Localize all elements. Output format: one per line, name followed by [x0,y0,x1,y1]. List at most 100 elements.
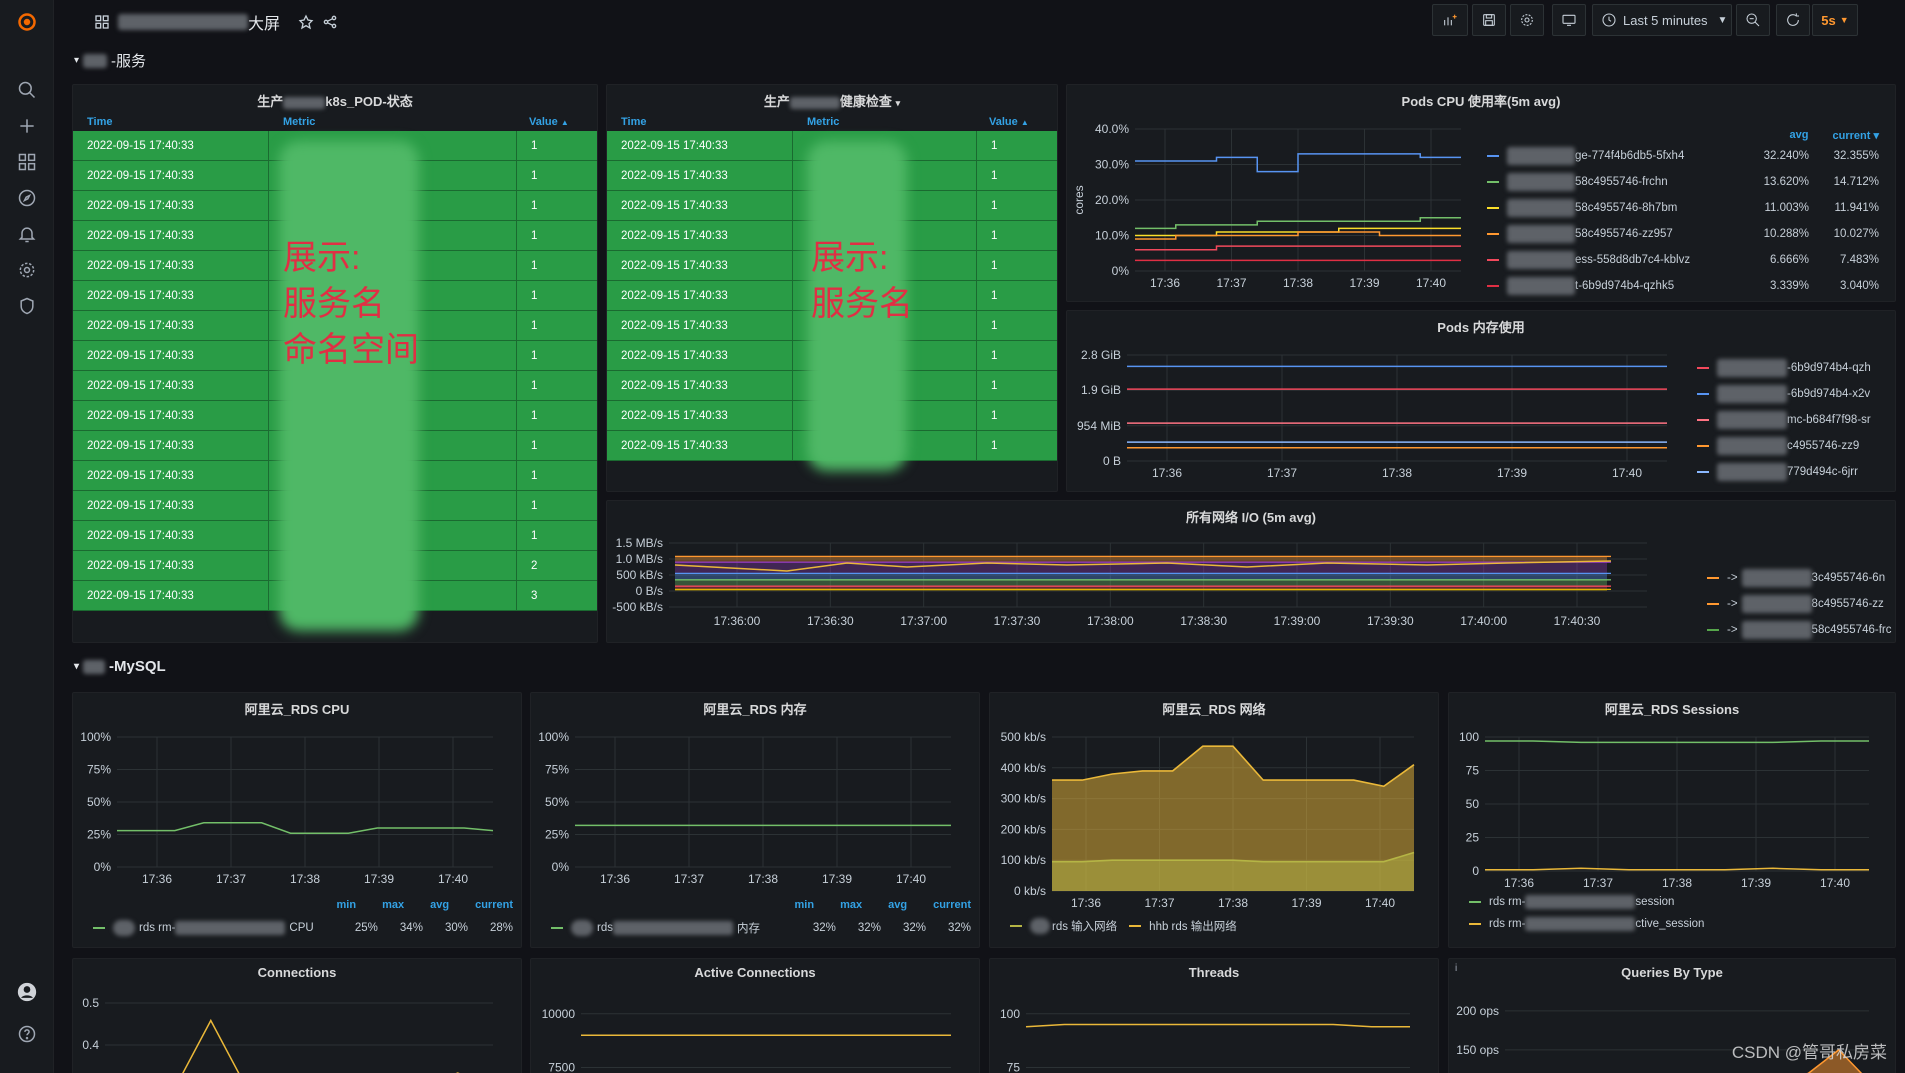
x-tick-label: 17:40 [1820,876,1850,890]
col-value[interactable]: Value ▲ [989,116,1029,128]
search-icon[interactable] [15,78,39,102]
connections-chart[interactable]: 0.30.40.5 [73,959,522,1073]
legend-item[interactable]: ess-558d8db7c4-kblvz 6.666% 7.483% [1487,247,1887,273]
y-tick-label: 1.5 MB/s [616,536,663,550]
legend-item[interactable]: c4955746-zz9 [1697,433,1895,459]
redacted-row-name [83,659,106,674]
legend-item[interactable]: -> 8c4955746-zz [1707,591,1895,617]
cell-time: 2022-09-15 17:40:33 [607,191,793,220]
panel-title[interactable]: 所有网络 I/O (5m avg) [1185,510,1317,525]
legend-label: 58c4955746-frc [1811,624,1892,636]
legend-item[interactable]: -> 3c4955746-6n [1707,565,1895,591]
row-title: -服务 [111,53,147,70]
pods-cpu-panel: Pods CPU 使用率(5m avg) 0% 10.0% 20.0% 30.0% 40… [1066,84,1896,302]
rds-sessions-chart[interactable]: 0 25 50 75 100 17:36 17:37 17:38 17:39 17:40 [1449,693,1896,893]
x-tick-label: 17:37 [674,872,704,886]
legend-item[interactable]: rds rm- CPU 25% 34% 30% 28% [93,915,513,941]
cell-metric [269,431,517,460]
col-time[interactable]: Time [621,116,647,128]
panel-title[interactable]: 阿里云_RDS CPU [244,702,350,717]
panel-title[interactable]: 阿里云_RDS 内存 [703,702,807,717]
cpu-chart[interactable]: 0% 10.0% 20.0% 30.0% 40.0% 17:36 17:37 17:38 17:… [1067,85,1467,302]
legend-item[interactable]: 58c4955746-8h7bm 11.003% 11.941% [1487,195,1887,221]
threads-chart[interactable]: 75 100 [990,959,1439,1073]
col-time[interactable]: Time [87,116,113,128]
legend-item[interactable]: -6b9d974b4-qzh [1697,355,1895,381]
legend-item[interactable]: mc-b684f7f98-sr [1697,407,1895,433]
dashboard-title[interactable]: 大屏 [94,10,338,34]
series-line [1135,153,1461,173]
x-tick-label: 17:39 [1349,276,1379,290]
grafana-logo[interactable] [15,10,39,34]
cell-metric [793,371,977,400]
legend-col-avg[interactable]: avg [1789,129,1809,141]
legend-item[interactable]: rds rm- ctive_session [1469,913,1889,935]
refresh-interval-picker[interactable]: 5s ▼ [1812,4,1858,36]
panel-title[interactable]: Pods CPU 使用率(5m avg) [1401,94,1561,109]
legend-item[interactable]: -6b9d974b4-x2v [1697,381,1895,407]
time-range-picker[interactable]: Last 5 minutes ▼ [1592,4,1732,36]
panel-title[interactable]: Threads [1188,965,1240,980]
panel-title[interactable]: Pods 内存使用 [1437,320,1525,335]
help-icon[interactable] [15,1022,39,1046]
shield-icon[interactable] [15,294,39,318]
rds-memory-chart[interactable]: 0% 25% 50% 75% 100% 17:36 17:37 17:38 17:39 17:40 [531,693,980,893]
active-connections-chart[interactable]: 7500 10000 [531,959,980,1073]
panel-title[interactable]: Connections [257,965,337,980]
panel-title[interactable]: 阿里云_RDS 网络 [1162,702,1266,717]
col-value[interactable]: Value ▲ [529,116,569,128]
explore-icon[interactable] [15,186,39,210]
row-header-mysql[interactable]: ▾ -MySQL [74,658,166,675]
share-icon[interactable] [322,14,338,30]
legend-item[interactable]: ge-774f4b6db5-5fxh4 32.240% 32.355% [1487,143,1887,169]
col-metric[interactable]: Metric [807,116,840,128]
cell-time: 2022-09-15 17:40:33 [73,491,269,520]
refresh-button[interactable] [1776,4,1810,36]
series-line [1485,740,1869,744]
legend-item[interactable]: 58c4955746-zz957 10.288% 10.027% [1487,221,1887,247]
col-metric[interactable]: Metric [283,116,316,128]
cell-value: 1 [531,409,538,422]
cycle-view-mode-button[interactable] [1552,4,1586,36]
star-icon[interactable] [298,14,314,30]
legend-col-current[interactable]: current ▾ [1832,129,1879,142]
legend-item[interactable]: rds 输入网络 hhb rds 输出网络 [1010,913,1430,939]
pods-memory-panel: Pods 内存使用 0 B 954 MiB 1.9 GiB 2.8 GiB 17:36 1… [1066,310,1896,492]
dashboard-settings-button[interactable] [1510,4,1544,36]
panel-title[interactable]: 阿里云_RDS Sessions [1604,702,1740,717]
table-row[interactable]: 2022-09-15 17:40:33 1 [607,131,1057,161]
panel-title[interactable]: 生产 k8s_POD-状态 [257,94,413,109]
rds-cpu-chart[interactable]: 0% 25% 50% 75% 100% 17:36 17:37 17:38 17:39 17:40 [73,693,522,893]
redacted-pod-name [1507,277,1575,295]
zoom-out-button[interactable] [1736,4,1770,36]
panel-title[interactable]: 生产 健康检查 ▾ [763,94,901,109]
info-icon[interactable]: i [1455,963,1458,974]
legend-item[interactable]: 779d494c-6jrr [1697,459,1895,485]
rds-network-chart[interactable]: 0 kb/s 100 kb/s 200 kb/s 300 kb/s 400 kb/s 50… [990,693,1439,913]
panel-title[interactable]: Queries By Type [1621,965,1723,980]
dashboards-icon[interactable] [15,150,39,174]
memory-chart[interactable]: 0 B 954 MiB 1.9 GiB 2.8 GiB 17:36 17:37 17:38 1… [1067,311,1687,492]
x-tick-label: 17:36 [600,872,630,886]
x-tick-label: 17:38 [1218,896,1248,910]
network-chart[interactable]: -500 kB/s 0 B/s 500 kB/s 1.0 MB/s 1.5 MB/s 17… [607,501,1687,643]
add-panel-button[interactable] [1432,4,1468,36]
avatar[interactable] [15,980,39,1004]
legend-item[interactable]: -> 58c4955746-frc [1707,617,1895,642]
plus-icon[interactable] [15,114,39,138]
legend-label: 58c4955746-frchn [1575,176,1668,188]
legend-item[interactable]: rds rm- session [1469,891,1889,913]
row-header-services[interactable]: ▾ -服务 [74,50,146,71]
alert-bell-icon[interactable] [15,222,39,246]
save-dashboard-button[interactable] [1472,4,1506,36]
redacted-pod-name [1717,411,1787,429]
panel-title[interactable]: Active Connections [694,965,816,980]
legend-item[interactable]: 58c4955746-frchn 13.620% 14.712% [1487,169,1887,195]
sort-asc-icon: ▲ [1020,118,1029,127]
y-tick-label: 30.0% [1095,158,1129,172]
legend-item[interactable]: t-6b9d974b4-qzhk5 3.339% 3.040% [1487,273,1887,299]
cell-value: 1 [531,529,538,542]
legend-item[interactable]: rds 内存 32% 32% 32% 32% [551,915,971,941]
gear-icon[interactable] [15,258,39,282]
